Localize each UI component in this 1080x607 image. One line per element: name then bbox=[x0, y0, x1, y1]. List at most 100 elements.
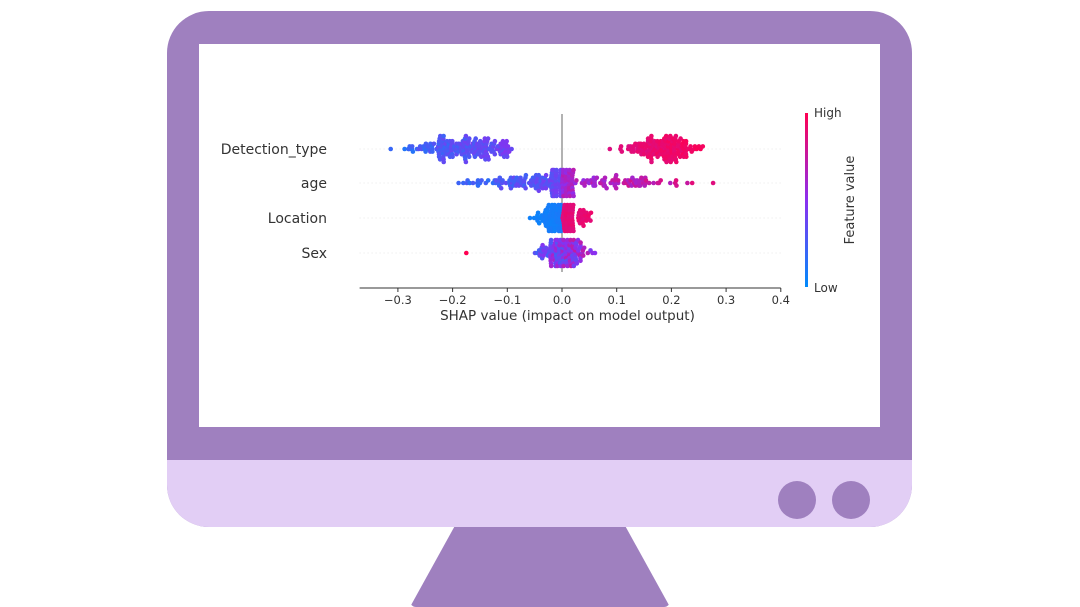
colorbar-low-label: Low bbox=[814, 281, 838, 295]
shap-point bbox=[543, 172, 549, 178]
shap-point bbox=[643, 178, 649, 183]
shap-point bbox=[710, 180, 716, 186]
shap-point bbox=[548, 237, 554, 243]
shap-point bbox=[594, 175, 600, 181]
shap-point bbox=[437, 157, 443, 162]
x-tick-label: −0.3 bbox=[384, 293, 412, 307]
feature-label: Detection_type bbox=[221, 142, 327, 158]
shap-point bbox=[581, 245, 587, 251]
shap-point bbox=[441, 133, 446, 139]
x-tick-label: 0.2 bbox=[662, 293, 680, 307]
shap-point bbox=[467, 180, 473, 186]
shap-point bbox=[664, 159, 669, 165]
shap-point bbox=[678, 136, 683, 141]
monitor-button-left bbox=[778, 481, 816, 519]
shap-point bbox=[552, 228, 557, 234]
colorbar-title: Feature value bbox=[843, 156, 858, 245]
shap-point bbox=[470, 180, 476, 186]
x-tick-label: −0.1 bbox=[493, 293, 521, 307]
shap-point bbox=[571, 263, 577, 269]
shap-point bbox=[574, 178, 579, 183]
shap-point bbox=[503, 180, 509, 186]
shap-point bbox=[607, 146, 613, 152]
shap-point bbox=[578, 240, 583, 245]
shap-point bbox=[571, 202, 576, 208]
shap-point bbox=[554, 167, 559, 173]
shap-point bbox=[486, 157, 491, 162]
shap-point bbox=[485, 136, 491, 141]
shap-point bbox=[409, 144, 415, 149]
shap-point bbox=[581, 223, 586, 229]
shap-point bbox=[535, 210, 541, 216]
shap-point bbox=[558, 228, 564, 234]
shap-point bbox=[561, 263, 566, 269]
shap-point bbox=[558, 202, 564, 208]
shap-point bbox=[461, 180, 466, 186]
shap-point bbox=[581, 207, 586, 213]
shap-point bbox=[602, 175, 608, 181]
shap-point bbox=[631, 149, 636, 154]
shap-point bbox=[641, 151, 647, 157]
shap-point bbox=[684, 154, 689, 160]
shap-point bbox=[498, 185, 504, 191]
shap-point bbox=[646, 180, 652, 186]
monitor-stand bbox=[410, 527, 670, 607]
shap-point bbox=[479, 178, 484, 183]
shap-point bbox=[479, 154, 484, 160]
shap-point bbox=[472, 154, 478, 160]
shap-point bbox=[673, 178, 679, 183]
shap-point bbox=[523, 172, 529, 178]
shap-point bbox=[674, 159, 679, 165]
shap-point bbox=[588, 210, 594, 216]
shap-point bbox=[565, 237, 570, 243]
shap-point bbox=[613, 185, 619, 191]
x-tick-label: 0.4 bbox=[772, 293, 790, 307]
shap-point bbox=[619, 149, 625, 154]
shap-point bbox=[509, 146, 514, 152]
monitor-screen: −0.3 −0.2 −0.1 0.0 0.1 0.2 0.3 0.4 SHAP value (i… bbox=[199, 44, 880, 427]
shap-point bbox=[568, 237, 573, 243]
shap-point bbox=[546, 202, 552, 208]
shap-point bbox=[674, 183, 679, 188]
shap-point bbox=[464, 250, 469, 256]
shap-point bbox=[536, 172, 541, 178]
shap-point bbox=[565, 263, 570, 269]
shap-point bbox=[504, 154, 510, 160]
shap-point bbox=[618, 144, 624, 149]
feature-label: age bbox=[301, 176, 327, 192]
shap-point bbox=[540, 242, 545, 248]
shap-point bbox=[548, 263, 554, 269]
shap-point bbox=[463, 159, 469, 165]
shap-point bbox=[450, 154, 455, 160]
colorbar-high-label: High bbox=[814, 106, 842, 120]
colorbar bbox=[805, 113, 808, 287]
shap-point bbox=[402, 146, 407, 152]
shap-point bbox=[438, 133, 443, 139]
shap-point bbox=[467, 136, 472, 141]
shap-point bbox=[450, 138, 455, 144]
x-axis-label: SHAP value (impact on model output) bbox=[440, 308, 695, 324]
shap-point bbox=[527, 215, 533, 221]
shap-point bbox=[536, 220, 542, 226]
shap-point bbox=[505, 144, 511, 149]
shap-point bbox=[500, 138, 506, 144]
shap-point bbox=[410, 149, 416, 154]
monitor-button-right bbox=[832, 481, 870, 519]
shap-point bbox=[571, 228, 576, 234]
shap-summary-plot: −0.3 −0.2 −0.1 0.0 0.1 0.2 0.3 0.4 SHAP value (i… bbox=[221, 106, 858, 324]
shap-point bbox=[604, 185, 609, 191]
shap-point bbox=[574, 261, 580, 266]
shap-point bbox=[649, 133, 654, 139]
shap-point bbox=[492, 138, 498, 144]
feature-label: Location bbox=[268, 211, 327, 227]
shap-point bbox=[441, 159, 446, 165]
shap-point bbox=[552, 202, 557, 208]
shap-point bbox=[543, 185, 549, 191]
shap-point bbox=[651, 180, 656, 186]
shap-point bbox=[430, 149, 435, 154]
shap-point bbox=[523, 185, 528, 191]
x-tick-label: 0.3 bbox=[717, 293, 735, 307]
shap-point bbox=[567, 167, 572, 173]
shap-point bbox=[466, 154, 472, 160]
x-tick-label: 0.1 bbox=[608, 293, 626, 307]
